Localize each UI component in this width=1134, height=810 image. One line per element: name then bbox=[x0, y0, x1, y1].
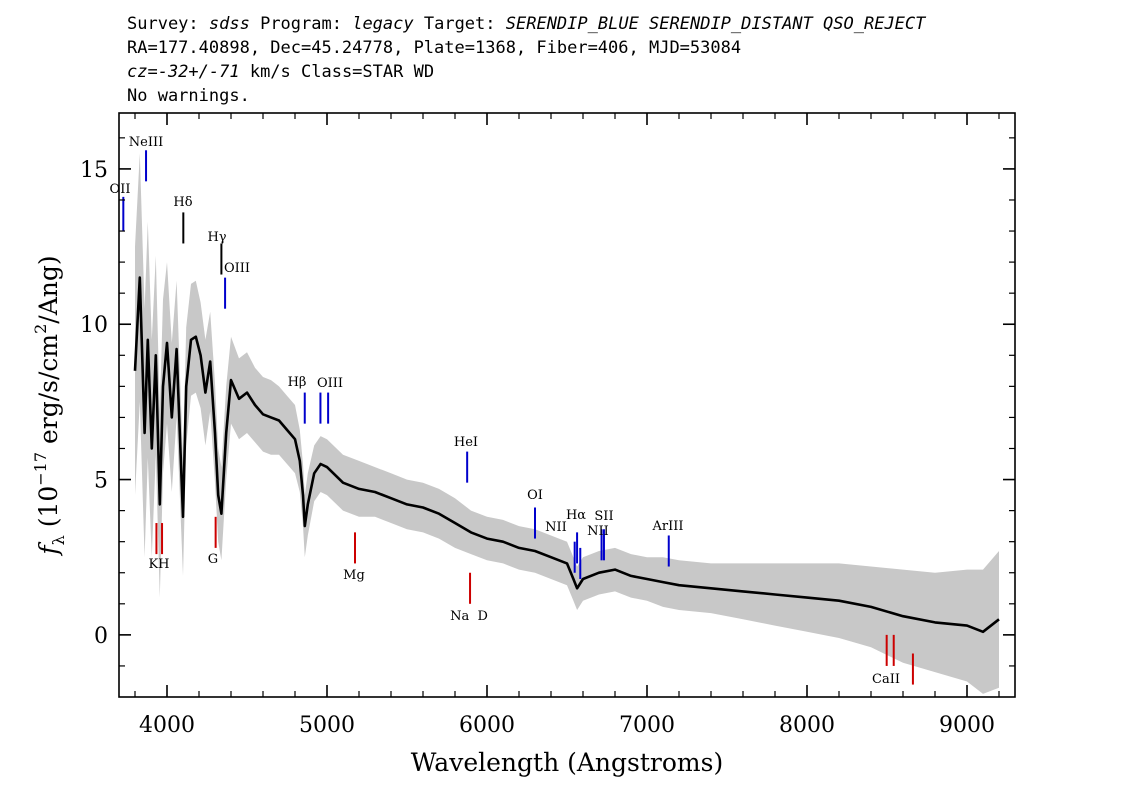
header-line-coordinates: RA=177.40898, Dec=45.24778, Plate=1368, … bbox=[127, 38, 742, 58]
target-value: SERENDIP_BLUE SERENDIP_DISTANT QSO_REJEC… bbox=[505, 14, 926, 34]
y-tick-label: 15 bbox=[80, 158, 108, 183]
label-hei: HeI bbox=[454, 435, 478, 450]
y-axis-label-text: fλ (10−17 erg/s/cm2/Ang) bbox=[31, 255, 68, 556]
program-label: Program: bbox=[249, 14, 353, 34]
y-tick-label: 10 bbox=[80, 313, 108, 338]
y-tick-label: 5 bbox=[94, 469, 108, 494]
label-ariii: ArIII bbox=[651, 519, 683, 534]
label-nii-6548: NII bbox=[545, 520, 567, 535]
label-caii: CaII bbox=[872, 672, 900, 687]
target-label: Target: bbox=[413, 14, 506, 34]
spectrum-header: Survey: sdss Program: legacy Target: SER… bbox=[127, 12, 1117, 108]
label-neiii: NeIII bbox=[129, 135, 163, 150]
label-na-d: Na D bbox=[450, 609, 488, 624]
plot-frame bbox=[118, 112, 1016, 698]
flux-line bbox=[133, 276, 1000, 634]
label-kh: KH bbox=[148, 557, 169, 572]
axis-ticks-layer: 4000 5000 6000 7000 8000 9000 0 5 10 15 bbox=[80, 113, 1015, 738]
x-tick-label: 5000 bbox=[299, 713, 355, 738]
program-value: legacy bbox=[352, 14, 414, 34]
header-line-redshift: cz=-32+/-71 km/s Class=STAR WD bbox=[127, 60, 1117, 84]
label-oiii-4363: OIII bbox=[224, 261, 250, 276]
label-hbeta: Hβ bbox=[288, 375, 307, 390]
y-axis-label: fλ (10−17 erg/s/cm2/Ang) bbox=[31, 255, 68, 556]
header-line-warnings: No warnings. bbox=[127, 86, 250, 106]
survey-value: sdss bbox=[208, 14, 250, 34]
x-tick-label: 7000 bbox=[619, 713, 675, 738]
x-tick-label: 9000 bbox=[939, 713, 995, 738]
x-axis-label: Wavelength (Angstroms) bbox=[411, 748, 723, 777]
x-tick-label: 6000 bbox=[459, 713, 515, 738]
class-value: km/s Class=STAR WD bbox=[239, 62, 435, 82]
survey-label: Survey: bbox=[127, 14, 209, 34]
y-tick-label: 0 bbox=[94, 624, 108, 649]
spectral-lines-layer bbox=[122, 150, 914, 685]
header-line-survey: Survey: sdss Program: legacy Target: SER… bbox=[127, 12, 1117, 36]
x-tick-label: 4000 bbox=[139, 713, 195, 738]
flux-layer bbox=[133, 276, 1000, 634]
label-hgamma: Hγ bbox=[207, 230, 226, 245]
label-oiii-5007: OIII bbox=[317, 376, 343, 391]
cz-value: cz=-32+/-71 bbox=[127, 62, 240, 82]
label-mg: Mg bbox=[343, 568, 365, 583]
error-band bbox=[135, 153, 999, 694]
label-oii: OII bbox=[110, 182, 131, 197]
label-hdelta: Hδ bbox=[173, 195, 192, 210]
error-band-layer bbox=[135, 153, 999, 694]
label-oi: OI bbox=[527, 488, 543, 503]
label-nii-6583: NII bbox=[587, 524, 609, 539]
label-sii: SII bbox=[594, 509, 613, 524]
label-halpha: Hα bbox=[566, 508, 586, 523]
label-g: G bbox=[208, 552, 218, 567]
x-tick-label: 8000 bbox=[779, 713, 835, 738]
